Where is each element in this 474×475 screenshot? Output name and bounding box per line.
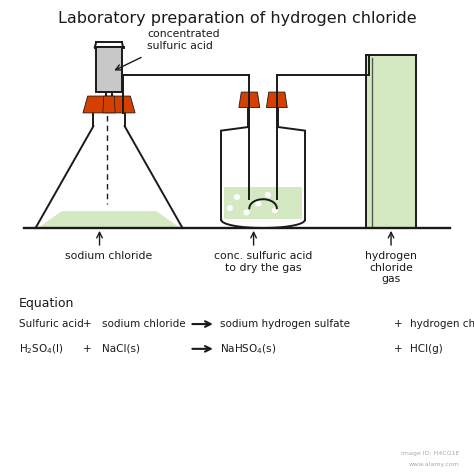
Polygon shape [366,55,416,228]
Circle shape [235,195,239,199]
Text: +: + [394,344,402,354]
Polygon shape [103,96,115,113]
Text: alamy: alamy [17,450,77,468]
Text: sodium hydrogen sulfate: sodium hydrogen sulfate [220,319,350,329]
Text: hydrogen
chloride
gas: hydrogen chloride gas [365,251,417,284]
Circle shape [244,210,249,215]
Circle shape [228,206,232,210]
Text: +: + [394,319,402,329]
Text: NaHSO$_4$(s): NaHSO$_4$(s) [220,342,277,356]
Circle shape [265,192,270,197]
Text: +: + [83,344,92,354]
Text: +: + [83,319,92,329]
Polygon shape [266,92,287,107]
Text: sodium chloride: sodium chloride [102,319,185,329]
Circle shape [256,201,261,206]
Text: conc. sulfuric acid
to dry the gas: conc. sulfuric acid to dry the gas [214,251,312,273]
Polygon shape [224,187,302,219]
Text: Equation: Equation [19,296,74,310]
Text: www.alamy.com: www.alamy.com [409,462,460,467]
Circle shape [273,208,277,212]
Polygon shape [38,211,180,228]
Polygon shape [96,48,122,92]
Polygon shape [239,92,260,107]
Text: Sulfuric acid: Sulfuric acid [19,319,84,329]
Text: hydrogen chloride: hydrogen chloride [410,319,474,329]
Text: concentrated
sulfuric acid: concentrated sulfuric acid [147,29,220,51]
Text: Image ID: H4CG1E: Image ID: H4CG1E [401,450,460,456]
Text: sodium chloride: sodium chloride [65,251,153,261]
Text: H$_2$SO$_4$(l): H$_2$SO$_4$(l) [19,342,64,356]
Polygon shape [83,96,135,113]
Text: Laboratory preparation of hydrogen chloride: Laboratory preparation of hydrogen chlor… [58,11,416,26]
Text: HCl(g): HCl(g) [410,344,443,354]
Text: NaCl(s): NaCl(s) [102,344,140,354]
